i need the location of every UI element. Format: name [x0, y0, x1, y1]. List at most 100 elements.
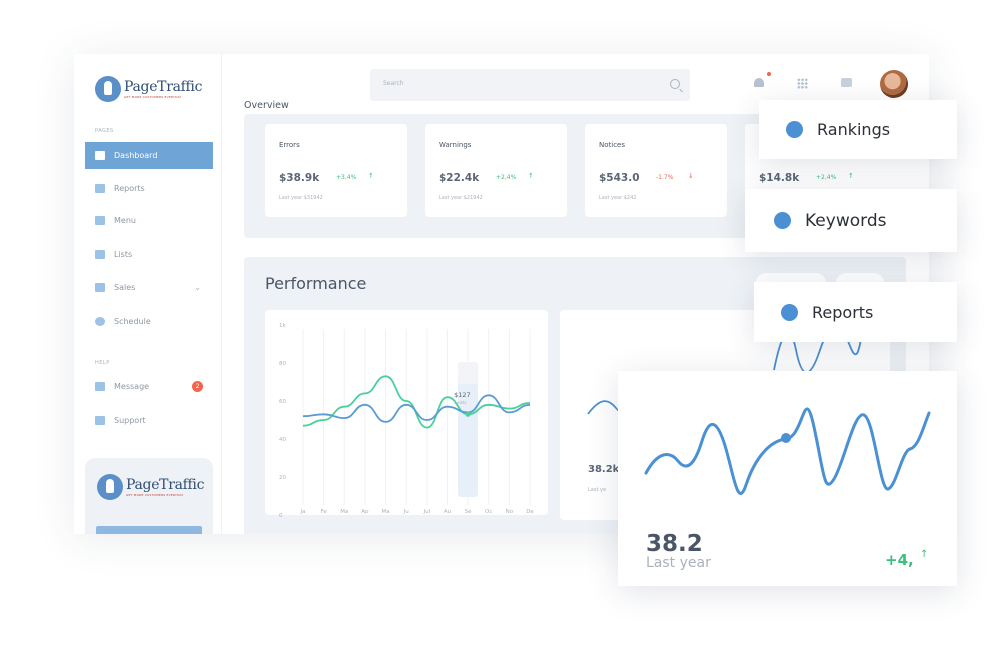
arrow-up-icon: ↑ — [368, 172, 374, 180]
promo-button[interactable] — [96, 526, 202, 534]
highlight-subtext: Last year — [646, 555, 711, 571]
stat-card-warnings[interactable]: Warnings $22.4k +2,4% ↑ Last year $21942 — [425, 124, 567, 217]
tag-card-reports[interactable]: Reports — [754, 282, 957, 342]
chevron-down-icon[interactable]: ⌄ — [194, 283, 201, 292]
stat-value: $38.9k — [279, 172, 320, 184]
stat-change: -1.7% — [656, 174, 674, 181]
x-tick-label: Fe — [321, 509, 328, 515]
sidebar-item-lists[interactable]: Lists — [85, 241, 213, 268]
side-chart-value: 38.2k — [588, 464, 620, 475]
highlight-point — [781, 433, 791, 443]
arrow-up-icon: ↑ — [920, 549, 929, 560]
stat-label: Warnings — [439, 141, 472, 149]
highlight-chart-card: 38.2 Last year +4, ↑ — [618, 371, 957, 586]
help-section-label: HELP — [95, 360, 110, 366]
sidebar-item-label: Menu — [114, 216, 136, 225]
x-tick-label: Se — [465, 509, 472, 515]
stat-card-notices[interactable]: Notices $543.0 -1.7% ↓ Last year $242 — [585, 124, 727, 217]
brand-name: PageTraffic — [126, 476, 205, 493]
sidebar-item-label: Sales — [114, 283, 136, 292]
x-tick-label: No — [506, 509, 514, 515]
stat-label: Notices — [599, 141, 626, 149]
arrow-up-icon: ↑ — [848, 172, 854, 180]
brand-name: PageTraffic — [124, 78, 203, 95]
dashboard-icon — [95, 151, 105, 160]
stat-value: $543.0 — [599, 172, 640, 184]
search-bar[interactable]: Search — [370, 69, 690, 101]
sidebar-item-dashboard[interactable]: Dashboard — [85, 142, 213, 169]
search-icon[interactable] — [670, 79, 680, 89]
side-chart-subtext: Last ye — [588, 487, 607, 493]
performance-title: Performance — [265, 274, 367, 293]
sidebar-item-message[interactable]: Message 2 — [85, 373, 213, 400]
pages-section-label: PAGES — [95, 128, 114, 134]
promo-logo: PageTraffic GET MORE CUSTOMERS EVERYDAY — [97, 474, 204, 500]
arrow-down-icon: ↓ — [688, 172, 694, 180]
message-count-badge: 2 — [192, 381, 203, 392]
cursor-hand-icon — [97, 474, 123, 500]
support-icon — [95, 416, 105, 425]
sidebar-item-schedule[interactable]: Schedule — [85, 308, 213, 335]
bullet-dot — [781, 303, 798, 321]
y-tick-label: 0 — [279, 513, 283, 519]
y-tick-label: 20 — [279, 475, 286, 481]
stat-change: +3,4% — [336, 174, 357, 181]
tooltip-label: Seats — [454, 400, 467, 406]
sidebar-item-label: Reports — [114, 184, 145, 193]
sidebar: PageTraffic GET MORE CUSTOMERS EVERYDAY … — [74, 54, 222, 534]
sidebar-item-menu[interactable]: Menu — [85, 207, 213, 234]
bell-icon[interactable] — [754, 78, 764, 87]
x-tick-label: Oc — [485, 509, 492, 515]
sidebar-item-label: Schedule — [114, 317, 151, 326]
x-tick-label: Ju — [403, 509, 409, 515]
tag-label: Reports — [812, 302, 874, 322]
menu-icon — [95, 216, 105, 225]
x-tick-label: Ma — [340, 509, 348, 515]
y-tick-label: 40 — [279, 437, 286, 443]
stat-subtext: Last year $31942 — [279, 195, 323, 201]
apps-grid-icon[interactable] — [797, 78, 808, 89]
notification-dot — [767, 72, 771, 76]
search-input[interactable]: Search — [383, 80, 404, 87]
sidebar-item-label: Dashboard — [114, 151, 158, 160]
x-tick-label: Ja — [300, 509, 306, 515]
tag-label: Keywords — [805, 210, 887, 231]
brand-tagline: GET MORE CUSTOMERS EVERYDAY — [126, 492, 184, 497]
stat-subtext: Last year $21942 — [439, 195, 483, 201]
tooltip-value: $127 — [454, 391, 471, 399]
performance-chart-card: 0 20 40 60 80 1k Ja Fe Ma Ap Ma Ju Jul Au Se Oc No De $127… — [265, 310, 548, 519]
highlight-value: 38.2 — [646, 531, 703, 557]
cursor-hand-icon — [95, 76, 121, 102]
performance-line-chart: 0 20 40 60 80 1k Ja Fe Ma Ap Ma Ju Jul Au Se Oc No De $127… — [279, 323, 534, 519]
sidebar-item-label: Lists — [114, 250, 133, 259]
stat-card-errors[interactable]: Errors $38.9k +3,4% ↑ Last year $31942 — [265, 124, 407, 217]
y-tick-label: 60 — [279, 399, 286, 405]
brand-logo[interactable]: PageTraffic GET MORE CUSTOMERS EVERYDAY — [95, 76, 202, 102]
message-icon — [95, 382, 105, 391]
highlight-point — [465, 411, 471, 417]
bullet-dot — [774, 212, 791, 229]
series-line-0 — [302, 375, 531, 429]
overview-title: Overview — [244, 100, 289, 111]
sidebar-item-sales[interactable]: Sales ⌄ — [85, 274, 213, 301]
promo-card: PageTraffic GET MORE CUSTOMERS EVERYDAY — [85, 458, 213, 534]
y-tick-label: 1k — [279, 323, 286, 329]
list-icon — [95, 250, 105, 259]
tag-card-rankings[interactable]: Rankings — [759, 100, 957, 159]
avatar[interactable] — [880, 70, 908, 98]
stat-value: $22.4k — [439, 172, 480, 184]
x-tick-label: Jul — [422, 509, 430, 515]
highlight-change: +4, — [885, 551, 914, 569]
sidebar-item-reports[interactable]: Reports — [85, 175, 213, 202]
stat-change: +2,4% — [496, 174, 517, 181]
highlight-column-cap — [458, 362, 479, 384]
bullet-dot — [786, 121, 803, 138]
x-tick-label: Au — [444, 509, 451, 515]
chart-icon — [95, 184, 105, 193]
tag-card-keywords[interactable]: Keywords — [745, 189, 957, 252]
settings-toggle-icon[interactable] — [841, 78, 852, 87]
stat-label: Errors — [279, 141, 300, 149]
x-tick-label: Ap — [361, 509, 369, 515]
sidebar-item-support[interactable]: Support — [85, 407, 213, 434]
y-tick-label: 80 — [279, 361, 286, 367]
